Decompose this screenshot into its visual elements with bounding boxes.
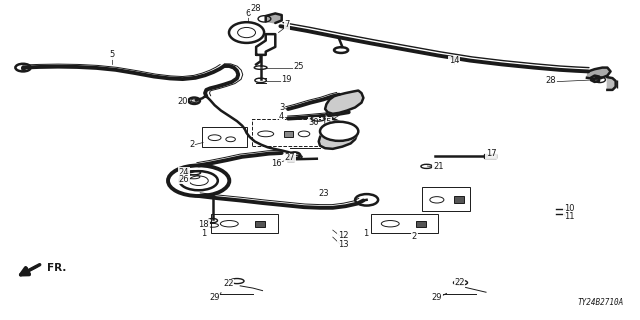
Text: 16: 16: [271, 159, 282, 168]
Text: 2: 2: [189, 140, 195, 149]
Text: 1: 1: [364, 229, 369, 238]
Text: 9: 9: [330, 131, 335, 140]
Text: 18: 18: [198, 220, 209, 229]
Text: 30: 30: [308, 117, 318, 126]
Text: 4: 4: [279, 112, 284, 121]
Text: 21: 21: [433, 162, 444, 171]
Polygon shape: [266, 13, 282, 23]
Text: 28: 28: [546, 76, 557, 85]
Text: 14: 14: [449, 56, 460, 65]
Bar: [202, 126, 247, 147]
Text: 5: 5: [110, 50, 115, 59]
Text: 28: 28: [251, 4, 262, 13]
Bar: [252, 119, 325, 146]
Bar: [211, 214, 278, 233]
Text: 15: 15: [321, 118, 332, 127]
Text: 10: 10: [564, 204, 574, 213]
Text: 3: 3: [279, 103, 284, 112]
Bar: [422, 187, 470, 211]
Text: 24: 24: [179, 168, 189, 177]
Text: 19: 19: [282, 75, 292, 84]
Bar: [416, 220, 426, 227]
Text: 26: 26: [179, 175, 189, 184]
Circle shape: [320, 122, 358, 141]
Text: 22: 22: [454, 278, 465, 287]
Text: 30: 30: [308, 118, 319, 127]
Text: 7: 7: [284, 20, 289, 29]
Text: 2: 2: [412, 232, 417, 241]
Polygon shape: [319, 114, 357, 149]
Text: 11: 11: [564, 212, 574, 221]
Text: 12: 12: [338, 231, 348, 240]
Bar: [454, 196, 465, 203]
Text: FR.: FR.: [47, 263, 67, 273]
Text: 17: 17: [486, 149, 497, 158]
Text: 13: 13: [338, 240, 348, 249]
Text: 1: 1: [201, 229, 206, 238]
Polygon shape: [587, 68, 611, 79]
Text: 6: 6: [246, 9, 251, 18]
Polygon shape: [325, 91, 364, 114]
Text: 29: 29: [209, 292, 220, 301]
Text: 20: 20: [177, 97, 188, 106]
Text: 22: 22: [223, 279, 234, 288]
Bar: [484, 154, 495, 158]
Text: TY24B2710A: TY24B2710A: [577, 298, 623, 307]
Text: 23: 23: [319, 188, 329, 198]
Polygon shape: [607, 77, 616, 90]
Text: 8: 8: [330, 122, 335, 131]
Bar: [255, 220, 265, 227]
Text: 25: 25: [293, 62, 303, 71]
Bar: [371, 214, 438, 233]
Text: 27: 27: [285, 153, 295, 162]
Polygon shape: [591, 76, 599, 82]
Text: 29: 29: [431, 292, 442, 301]
Bar: [287, 158, 294, 161]
Bar: [284, 131, 292, 137]
